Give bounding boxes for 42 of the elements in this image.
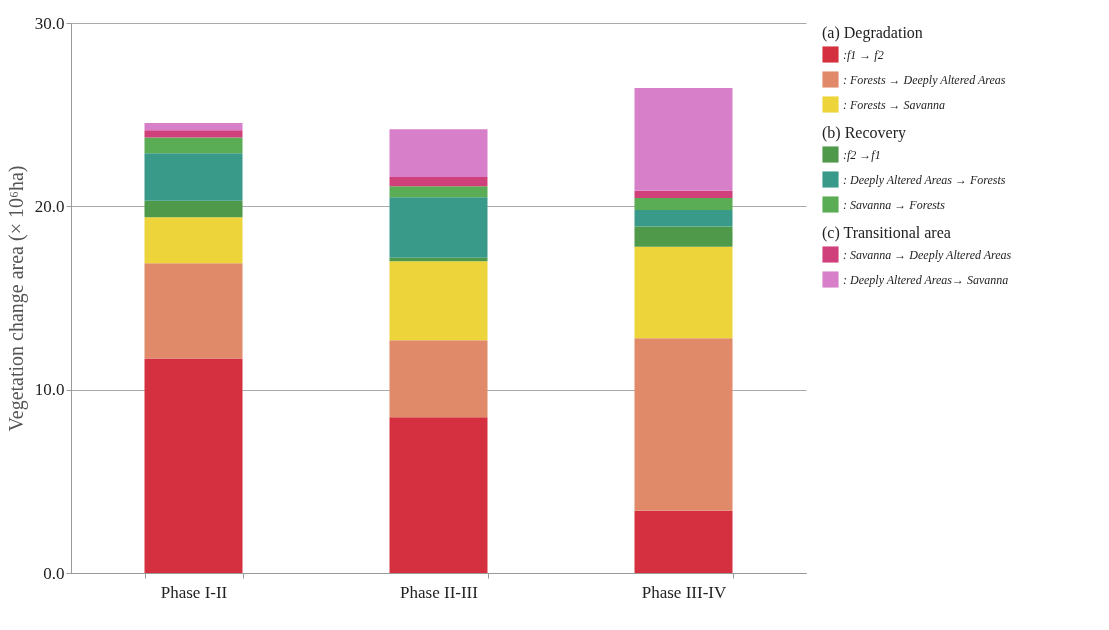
bar [634,338,733,511]
bar [389,261,488,341]
bar [144,137,243,154]
y-tick-label: 10.0 [34,380,65,400]
y-tick-label: 30.0 [34,13,65,33]
x-tick-label: Phase III-IV [641,582,727,602]
bar [144,217,243,264]
bar [634,88,733,191]
bar [144,358,243,573]
y-tick-label: 20.0 [34,196,65,216]
text: (b) Recovery [822,124,906,142]
bar [634,210,733,227]
bar [389,186,488,198]
legend-label: : Forests → Savanna [843,97,945,112]
bar [634,246,733,339]
bar [389,340,488,418]
legend-label: :f1 → f2 [843,47,884,62]
bar [389,197,488,258]
x-tick-label: Phase II-III [400,582,479,602]
bar [634,198,733,210]
bar [144,263,243,359]
bar [144,153,243,201]
legend-label: :f2 →f1 [843,147,881,162]
bar [389,417,488,573]
x-tick-label: Phase I-II [160,582,228,602]
bar [634,510,733,573]
legend-label: : Forests → Deeply Altered Areas [843,72,1006,87]
bar [634,190,733,199]
legend-label: : Deeply Altered Areas→ Savanna [843,272,1009,287]
legend-label: : Deeply Altered Areas → Forests [843,172,1006,187]
text: (c) Transitional area [822,224,951,242]
y-tick-label: 0.0 [43,563,65,583]
bar [389,177,488,187]
bar [144,200,243,218]
legend-label: : Savanna → Forests [843,197,946,212]
bar [389,129,488,177]
text: (a) Degradation [822,24,923,42]
bar [144,122,243,131]
legend-label: : Savanna → Deeply Altered Areas [843,247,1012,262]
bar [634,226,733,247]
bar [144,130,243,138]
y-axis-title: Vegetation change area (× 10⁶ha) [4,165,28,432]
